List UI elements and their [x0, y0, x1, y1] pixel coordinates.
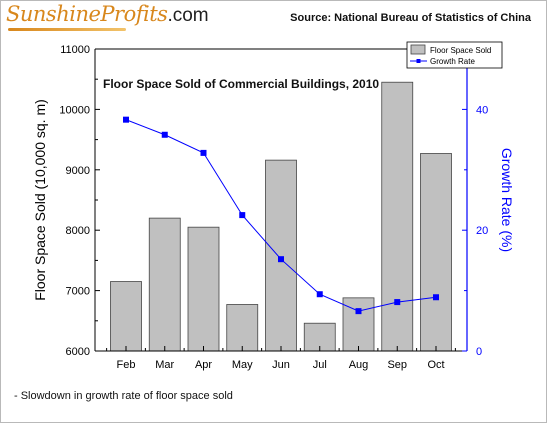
x-tick-label: May: [232, 359, 253, 371]
bar-apr: [187, 226, 220, 352]
bar-oct: [420, 153, 452, 352]
x-tick-label: Mar: [155, 359, 174, 371]
growth-point-feb: [123, 116, 129, 123]
legend-label-growth-rate: Growth Rate: [430, 57, 475, 66]
x-tick-label: Jul: [313, 359, 327, 371]
legend-bar-swatch: [410, 44, 426, 55]
legend-marker-swatch: [416, 59, 421, 63]
growth-point-may: [239, 212, 246, 219]
growth-point-aug: [355, 308, 362, 315]
logo: SunshineProfits.com: [6, 2, 209, 27]
growth-point-mar: [161, 131, 168, 138]
growth-point-jun: [278, 256, 284, 263]
x-tick-label: Feb: [117, 359, 136, 371]
left-tick-label: 6000: [66, 346, 90, 358]
bar-may: [226, 304, 259, 352]
left-tick-label: 9000: [66, 165, 90, 177]
left-tick-label: 7000: [66, 286, 90, 298]
left-tick-label: 8000: [66, 225, 90, 237]
x-tick-label: Jun: [272, 359, 290, 371]
logo-text: SunshineProfits: [6, 2, 168, 26]
growth-point-jul: [316, 291, 323, 298]
growth-point-sep: [394, 299, 401, 306]
legend-label-floor-space: Floor Space Sold: [430, 46, 491, 55]
right-tick-label: 20: [476, 225, 488, 237]
x-tick-label: Sep: [387, 359, 407, 371]
x-tick-label: Aug: [349, 359, 369, 371]
y2-axis-label: Growth Rate (%): [499, 148, 515, 252]
left-tick-label: 10000: [59, 104, 90, 116]
chart-title: Floor Space Sold of Commercial Buildings…: [103, 77, 379, 91]
bar-sep: [381, 81, 414, 352]
x-tick-label: Oct: [427, 359, 444, 371]
y-axis-label: Floor Space Sold (10,000 sq. m): [32, 99, 48, 301]
footnote: - Slowdown in growth rate of floor space…: [14, 390, 233, 402]
left-tick-label: 11000: [60, 44, 90, 56]
growth-point-oct: [433, 294, 439, 301]
logo-suffix: .com: [167, 5, 209, 26]
logo-underline: [8, 28, 126, 31]
source-label: Source: National Bureau of Statistics of…: [290, 12, 531, 24]
x-tick-label: Apr: [195, 359, 212, 371]
bar-aug: [342, 297, 375, 352]
bar-mar: [148, 217, 181, 352]
right-tick-label: 0: [476, 346, 482, 358]
bar-jun: [265, 159, 297, 352]
growth-point-apr: [200, 149, 207, 156]
bar-feb: [110, 281, 142, 352]
right-tick-label: 40: [476, 104, 488, 116]
